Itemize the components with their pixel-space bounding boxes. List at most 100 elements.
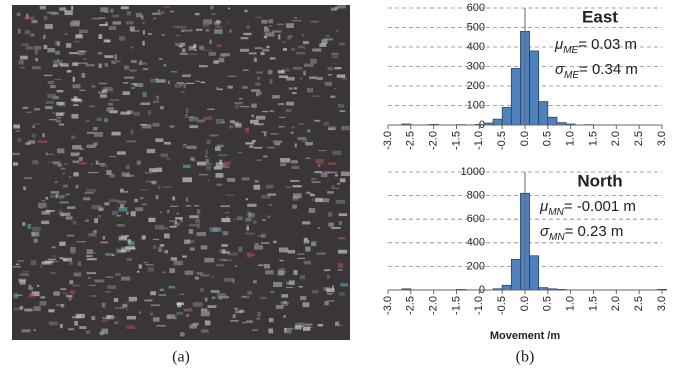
texture [305, 142, 313, 145]
texture [253, 221, 256, 224]
texture [219, 160, 222, 164]
texture [331, 186, 335, 189]
texture [73, 172, 78, 176]
texture [116, 249, 119, 254]
texture [131, 130, 133, 135]
texture [37, 285, 39, 287]
texture [73, 104, 78, 106]
texture [103, 236, 105, 240]
texture [205, 29, 209, 32]
x-tick-label: -2.5 [405, 296, 417, 315]
texture [91, 163, 93, 165]
texture [42, 261, 52, 264]
texture [164, 233, 170, 238]
texture [177, 213, 179, 214]
texture [324, 301, 328, 305]
texture [142, 41, 144, 46]
texture [291, 132, 294, 134]
annotation-text: = -0.001 m [564, 198, 636, 215]
texture [33, 126, 35, 128]
texture [257, 312, 261, 317]
texture [291, 127, 295, 129]
texture [34, 329, 36, 331]
texture [99, 83, 107, 85]
texture [170, 11, 174, 13]
texture [143, 30, 145, 34]
texture [265, 270, 274, 274]
x-tick-label: 0.0 [519, 131, 531, 146]
texture [169, 220, 175, 222]
texture [303, 327, 310, 331]
annotation-text: = 0.34 m [579, 61, 638, 78]
texture [328, 212, 333, 216]
texture [134, 199, 138, 202]
texture [126, 165, 130, 169]
texture [189, 117, 198, 121]
texture [22, 222, 25, 226]
texture [286, 109, 292, 112]
texture [190, 157, 194, 160]
texture [163, 186, 172, 187]
texture [29, 287, 33, 290]
texture [96, 163, 105, 165]
texture [245, 232, 255, 234]
texture [286, 187, 291, 189]
texture [281, 41, 285, 42]
texture [44, 45, 48, 49]
texture [280, 163, 286, 166]
texture [269, 204, 273, 205]
texture [306, 193, 312, 194]
texture [164, 250, 168, 253]
texture [65, 33, 68, 35]
texture [45, 24, 53, 29]
texture [117, 200, 126, 203]
texture [16, 264, 20, 265]
texture [245, 218, 251, 222]
texture [270, 291, 274, 294]
texture [183, 165, 191, 169]
texture [95, 281, 103, 282]
texture [113, 21, 122, 24]
texture [31, 20, 37, 23]
texture [247, 26, 250, 29]
texture [69, 176, 71, 177]
texture [334, 63, 337, 64]
texture [328, 127, 336, 130]
subscript: ME [563, 45, 578, 56]
texture [331, 53, 338, 56]
texture [307, 88, 313, 93]
texture [189, 229, 193, 234]
texture [318, 150, 326, 151]
texture [92, 205, 102, 209]
x-tick-label: 1.5 [587, 131, 599, 146]
texture [209, 52, 216, 56]
texture [182, 255, 187, 257]
texture [159, 294, 167, 295]
texture [217, 88, 223, 90]
texture [204, 258, 214, 263]
subscript: MN [549, 232, 565, 243]
texture [50, 85, 56, 88]
texture [203, 310, 210, 314]
texture [239, 98, 242, 99]
texture [153, 101, 159, 103]
texture [143, 262, 147, 263]
texture [46, 152, 48, 155]
texture [319, 43, 326, 47]
texture [60, 288, 66, 290]
texture [164, 142, 171, 145]
texture [70, 250, 75, 253]
texture [84, 58, 87, 59]
texture [209, 40, 212, 44]
bar [502, 285, 511, 290]
texture [196, 29, 203, 31]
texture [32, 227, 40, 231]
texture [250, 120, 259, 124]
texture [230, 320, 239, 322]
texture [315, 198, 322, 202]
texture [292, 20, 301, 21]
texture [283, 315, 286, 317]
texture [121, 277, 130, 281]
texture [268, 70, 273, 75]
texture [91, 295, 97, 297]
